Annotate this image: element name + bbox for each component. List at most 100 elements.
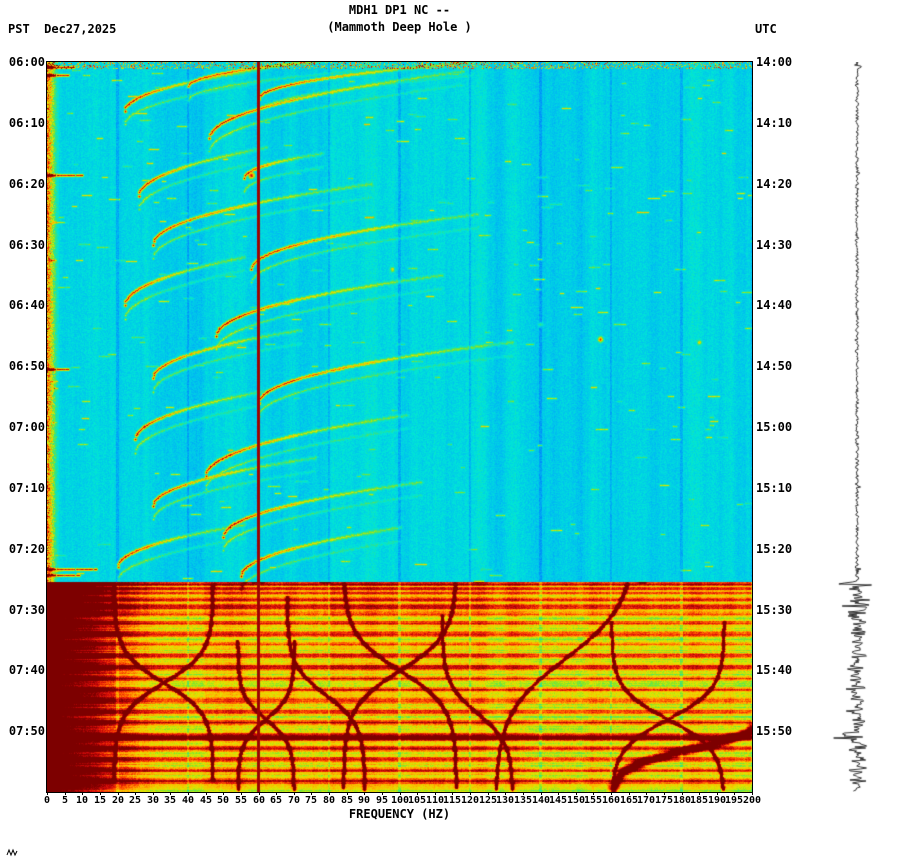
x-tickmark xyxy=(629,792,630,795)
x-tickmark xyxy=(259,792,260,795)
right-time-label: 14:30 xyxy=(756,238,793,252)
x-tick-label: 55 xyxy=(234,795,248,806)
page-subtitle: (Mammoth Deep Hole ) xyxy=(327,20,472,34)
right-time-label: 15:00 xyxy=(756,420,793,434)
right-time-label: 15:50 xyxy=(756,724,793,738)
x-tick-label: 15 xyxy=(93,795,107,806)
x-tickmark xyxy=(153,792,154,795)
right-time-label: 14:00 xyxy=(756,55,793,69)
x-tickmark xyxy=(311,792,312,795)
x-tick-label: 175 xyxy=(654,795,674,806)
x-tickmark xyxy=(699,792,700,795)
x-tick-label: 165 xyxy=(619,795,639,806)
timezone-right-label: UTC xyxy=(755,22,777,36)
x-tick-label: 40 xyxy=(181,795,195,806)
x-tickmark xyxy=(223,792,224,795)
x-tickmark xyxy=(752,792,753,795)
x-tick-label: 30 xyxy=(146,795,160,806)
left-time-label: 06:40 xyxy=(8,298,45,312)
x-tickmark xyxy=(65,792,66,795)
x-tickmark xyxy=(347,792,348,795)
x-tickmark xyxy=(241,792,242,795)
x-tick-label: 10 xyxy=(75,795,89,806)
x-tickmark xyxy=(100,792,101,795)
x-tickmark xyxy=(417,792,418,795)
seismogram-trace xyxy=(822,62,892,792)
right-time-label: 15:10 xyxy=(756,481,793,495)
x-tickmark xyxy=(276,792,277,795)
x-tickmark xyxy=(47,792,48,795)
x-tick-label: 75 xyxy=(304,795,318,806)
left-time-label: 07:50 xyxy=(8,724,45,738)
timezone-date-left-label: PST Dec27,2025 xyxy=(8,22,117,36)
spectrogram-heatmap xyxy=(46,61,753,793)
x-tickmark xyxy=(135,792,136,795)
x-tick-label: 140 xyxy=(531,795,551,806)
x-tickmark xyxy=(576,792,577,795)
x-tickmark xyxy=(364,792,365,795)
x-tickmark xyxy=(329,792,330,795)
left-time-label: 07:10 xyxy=(8,481,45,495)
x-tickmark xyxy=(664,792,665,795)
x-tickmark xyxy=(682,792,683,795)
x-tickmark xyxy=(435,792,436,795)
x-tick-label: 65 xyxy=(269,795,283,806)
x-tick-label: 130 xyxy=(495,795,515,806)
x-tickmark xyxy=(188,792,189,795)
x-tick-label: 70 xyxy=(287,795,301,806)
right-time-label: 15:20 xyxy=(756,542,793,556)
x-tick-label: 185 xyxy=(689,795,709,806)
left-time-label: 06:20 xyxy=(8,177,45,191)
x-tick-label: 195 xyxy=(724,795,744,806)
corner-artifact xyxy=(6,848,18,857)
left-time-label: 07:00 xyxy=(8,420,45,434)
right-time-label: 15:30 xyxy=(756,603,793,617)
x-tick-label: 180 xyxy=(672,795,692,806)
x-tick-label: 35 xyxy=(163,795,177,806)
x-tick-label: 0 xyxy=(43,795,51,806)
x-tick-label: 105 xyxy=(407,795,427,806)
x-tick-label: 155 xyxy=(583,795,603,806)
x-tick-label: 160 xyxy=(601,795,621,806)
x-tick-label: 85 xyxy=(340,795,354,806)
x-tickmark xyxy=(82,792,83,795)
x-tickmark xyxy=(593,792,594,795)
x-tickmark xyxy=(294,792,295,795)
x-tickmark xyxy=(118,792,119,795)
x-tick-label: 200 xyxy=(742,795,762,806)
left-time-label: 06:00 xyxy=(8,55,45,69)
right-time-label: 14:50 xyxy=(756,359,793,373)
x-tickmark xyxy=(452,792,453,795)
left-time-label: 06:30 xyxy=(8,238,45,252)
x-tickmark xyxy=(206,792,207,795)
right-time-label: 15:40 xyxy=(756,663,793,677)
x-tickmark xyxy=(523,792,524,795)
x-tick-label: 120 xyxy=(460,795,480,806)
x-tickmark xyxy=(717,792,718,795)
x-tick-label: 125 xyxy=(478,795,498,806)
right-time-label: 14:10 xyxy=(756,116,793,130)
x-tickmark xyxy=(470,792,471,795)
x-tick-label: 25 xyxy=(128,795,142,806)
x-tick-label: 45 xyxy=(199,795,213,806)
x-tickmark xyxy=(541,792,542,795)
x-tick-label: 100 xyxy=(390,795,410,806)
left-time-label: 07:40 xyxy=(8,663,45,677)
left-time-label: 07:30 xyxy=(8,603,45,617)
x-tickmark xyxy=(382,792,383,795)
x-tick-label: 60 xyxy=(252,795,266,806)
x-tickmark xyxy=(646,792,647,795)
x-tick-label: 110 xyxy=(425,795,445,806)
x-tick-label: 5 xyxy=(61,795,69,806)
x-tickmark xyxy=(611,792,612,795)
left-time-label: 07:20 xyxy=(8,542,45,556)
x-tick-label: 115 xyxy=(442,795,462,806)
x-tickmark xyxy=(170,792,171,795)
left-time-label: 06:10 xyxy=(8,116,45,130)
x-tick-label: 145 xyxy=(548,795,568,806)
x-tick-label: 95 xyxy=(375,795,389,806)
right-time-label: 14:20 xyxy=(756,177,793,191)
x-tick-label: 190 xyxy=(707,795,727,806)
x-tickmark xyxy=(400,792,401,795)
